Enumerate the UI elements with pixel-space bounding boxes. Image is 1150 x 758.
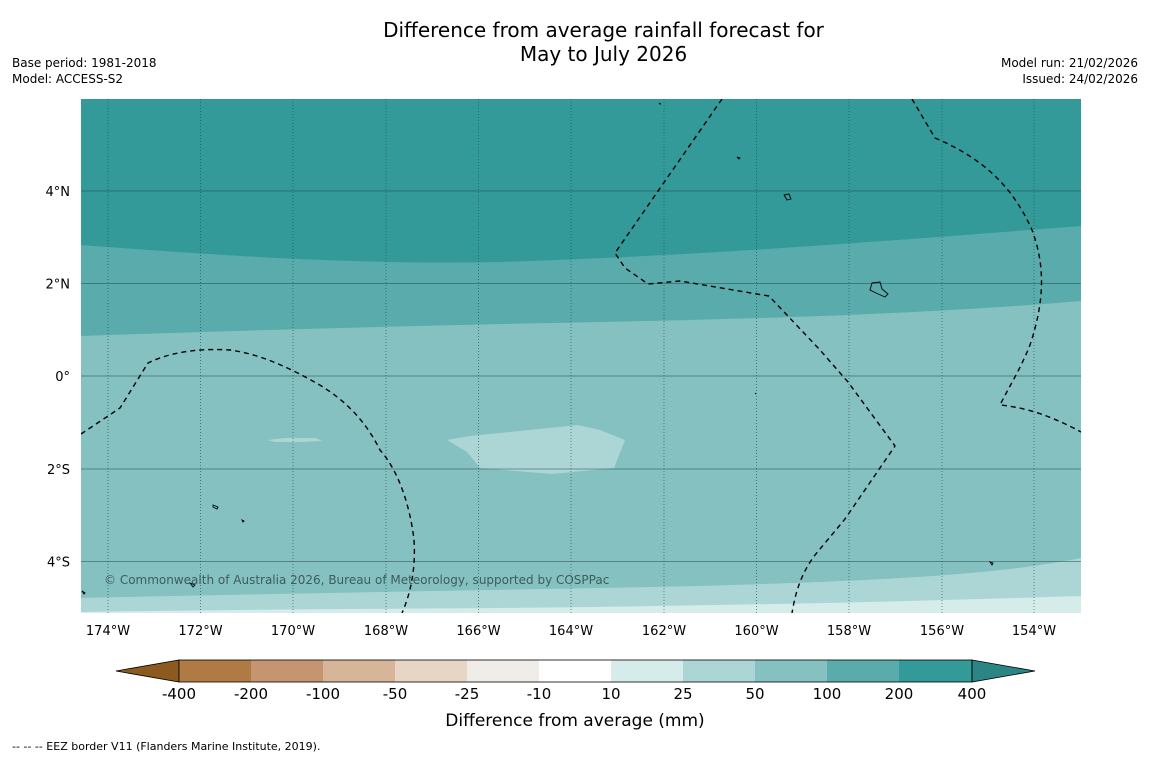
eez-border [911,99,1081,433]
graticule [81,99,1081,613]
island-outline [240,518,245,523]
lon-label: 162°W [642,624,686,639]
lat-label: 2°S [47,463,70,478]
colorbar-tick: 10 [601,685,620,703]
colorbar-tick: -400 [162,685,196,703]
colorbar-tick: 400 [958,685,987,703]
axis-labels: 174°W 172°W 170°W 168°W 166°W 164°W 162°… [46,185,1057,639]
colorbar-cell [827,660,899,682]
colorbar-extend-low [115,659,180,683]
colorbar-tick: -100 [306,685,340,703]
colorbar-cell [539,660,611,682]
lon-label: 158°W [827,624,871,639]
band-25-50-patch [447,425,625,474]
band-200-400 [81,99,1081,263]
colorbar-frame [178,659,973,683]
colorbar-cell [755,660,827,682]
colorbar-cell [179,660,251,682]
lon-label: 154°W [1012,624,1056,639]
colorbar-tick: -200 [234,685,268,703]
island-outline [212,504,219,510]
colorbar-tick: 200 [885,685,914,703]
islands [81,102,994,595]
map-area [81,99,1081,613]
colorbar-extend-high [971,659,1036,683]
copyright-text: © Commonwealth of Australia 2026, Bureau… [104,573,609,587]
eez-border [81,348,416,613]
lon-label: 156°W [920,624,964,639]
lat-label: 4°S [47,556,70,571]
colorbar-cell [251,660,323,682]
meta-left: Base period: 1981-2018 Model: ACCESS-S2 [12,55,157,87]
island-outline [188,581,196,588]
base-period: Base period: 1981-2018 [12,56,157,70]
lon-label: 170°W [271,624,315,639]
eez-legend-note: -- -- -- EEZ border V11 (Flanders Marine… [12,740,321,753]
band-25-50-patch [268,438,322,442]
island-outline [658,102,662,105]
lon-label: 174°W [86,624,130,639]
colorbar-cell [899,660,972,682]
colorbar: -400 -200 -100 -50 -25 -10 10 25 50 100 … [115,659,1036,731]
colorbar-cell [611,660,683,682]
colorbar-cell [467,660,539,682]
model-run: Model run: 21/02/2026 [1000,56,1138,70]
colorbar-cell [395,660,467,682]
lon-label: 168°W [364,624,408,639]
island-outline [754,392,757,395]
title-line-2: May to July 2026 [519,42,688,66]
issued-date: Issued: 24/02/2026 [1022,72,1138,86]
island-outline [988,561,994,566]
island-outline [736,156,741,160]
island-outline [81,590,86,595]
colorbar-tick: 50 [745,685,764,703]
island-outline [869,281,889,298]
lon-label: 164°W [549,624,593,639]
island-outline [783,193,792,201]
colorbar-tick: -25 [455,685,480,703]
eez-border [614,99,896,613]
lat-label: 2°N [46,278,71,293]
lon-label: 166°W [456,624,500,639]
colorbar-tick: 25 [673,685,692,703]
lon-label: 172°W [178,624,222,639]
lon-label: 160°W [734,624,778,639]
chart-title: Difference from average rainfall forecas… [0,18,1150,66]
colorbar-ticks: -400 -200 -100 -50 -25 -10 10 25 50 100 … [162,685,986,703]
model-name: Model: ACCESS-S2 [12,72,124,86]
lat-label: 4°N [46,185,71,200]
colorbar-cell [323,660,395,682]
colorbar-label: Difference from average (mm) [445,711,704,731]
colorbar-tick: -10 [527,685,552,703]
meta-right: Model run: 21/02/2026 Issued: 24/02/2026 [1001,55,1138,87]
colorbar-tick: 100 [813,685,842,703]
title-line-1: Difference from average rainfall forecas… [383,18,824,42]
lat-label: 0° [55,370,70,385]
colorbar-tick: -50 [383,685,408,703]
eez-borders [81,99,1081,613]
colorbar-cell [683,660,755,682]
